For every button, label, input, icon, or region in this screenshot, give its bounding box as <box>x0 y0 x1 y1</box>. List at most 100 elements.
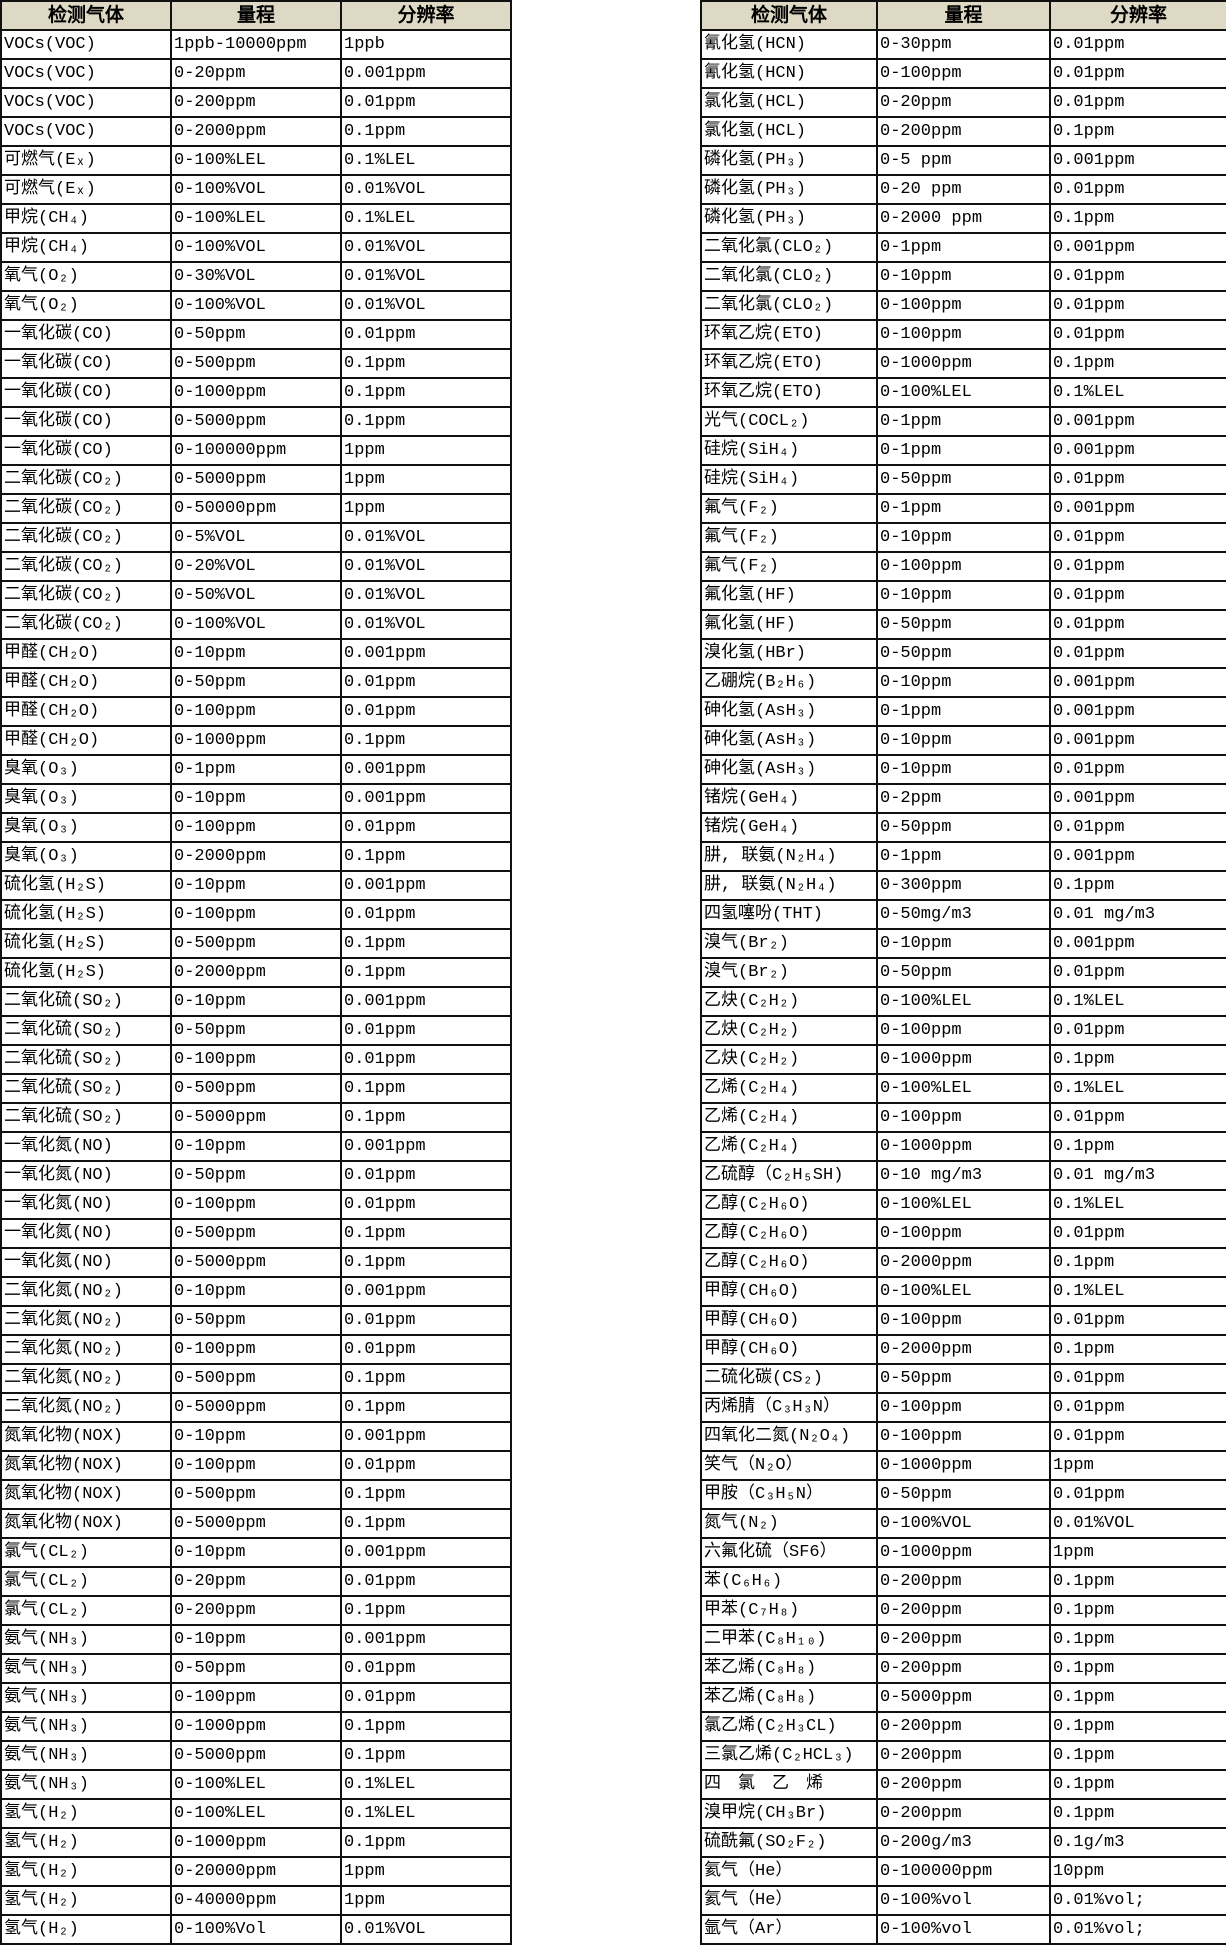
range-cell: 0-100ppm <box>876 319 1051 350</box>
range-cell: 0-50ppm <box>876 1363 1051 1394</box>
gas-cell: 氮气(N₂) <box>700 1508 878 1539</box>
resolution-cell: 0.01%VOL <box>1049 1508 1226 1539</box>
gas-cell: 乙烯(C₂H₄) <box>700 1102 878 1133</box>
resolution-cell: 0.1ppm <box>1049 1595 1226 1626</box>
table-row: 苯(C₆H₆) 0-200ppm 0.1ppm <box>700 1566 1226 1597</box>
gas-cell: 锗烷(GeH₄) <box>700 812 878 843</box>
resolution-cell: 0.001ppm <box>340 58 512 89</box>
gas-cell: 氯乙烯(C₂H₃CL) <box>700 1711 878 1742</box>
range-cell: 0-100%VOL <box>170 609 342 640</box>
range-cell: 0-100ppm <box>170 1450 342 1481</box>
table-row: 臭氧(O₃) 0-10ppm 0.001ppm <box>0 783 512 814</box>
table-row: 甲胺（C₃H₅N） 0-50ppm 0.01ppm <box>700 1479 1226 1510</box>
resolution-cell: 0.01ppm <box>1049 464 1226 495</box>
gas-cell: 丙烯腈（C₃H₃N） <box>700 1392 878 1423</box>
gas-cell: 氟化氢(HF) <box>700 609 878 640</box>
table-row: 磷化氢(PH₃) 0-5 ppm 0.001ppm <box>700 145 1226 176</box>
range-cell: 0-1000ppm <box>876 348 1051 379</box>
resolution-cell: 0.01ppm <box>340 1189 512 1220</box>
resolution-cell: 0.001ppm <box>1049 406 1226 437</box>
gas-cell: 笑气（N₂O） <box>700 1450 878 1481</box>
resolution-cell: 10ppm <box>1049 1856 1226 1887</box>
gas-cell: 甲醇(CH₆O) <box>700 1276 878 1307</box>
header-range: 量程 <box>170 0 342 31</box>
gas-cell: 氨气(NH₃) <box>0 1682 172 1713</box>
gas-cell: 氮氧化物(NOX) <box>0 1450 172 1481</box>
range-cell: 0-5 ppm <box>876 145 1051 176</box>
range-cell: 0-10ppm <box>876 261 1051 292</box>
table-row: 二氧化碳(CO₂) 0-5000ppm 1ppm <box>0 464 512 495</box>
range-cell: 0-1ppm <box>876 232 1051 263</box>
range-cell: 0-1000ppm <box>876 1450 1051 1481</box>
table-row: 甲烷(CH₄) 0-100%VOL 0.01%VOL <box>0 232 512 263</box>
resolution-cell: 0.001ppm <box>340 754 512 785</box>
table-row: 硫化氢(H₂S) 0-100ppm 0.01ppm <box>0 899 512 930</box>
gas-cell: 乙炔(C₂H₂) <box>700 1015 878 1046</box>
range-cell: 0-200ppm <box>876 1769 1051 1800</box>
gas-cell: 苯乙烯(C₈H₈) <box>700 1653 878 1684</box>
gas-cell: 甲烷(CH₄) <box>0 232 172 263</box>
resolution-cell: 0.01ppm <box>1049 1102 1226 1133</box>
resolution-cell: 0.01ppm <box>340 1566 512 1597</box>
table-row: 光气(COCL₂) 0-1ppm 0.001ppm <box>700 406 1226 437</box>
resolution-cell: 0.001ppm <box>1049 435 1226 466</box>
range-cell: 0-100ppm <box>170 812 342 843</box>
resolution-cell: 0.01ppm <box>340 1160 512 1191</box>
range-cell: 0-5000ppm <box>170 464 342 495</box>
range-cell: 0-50ppm <box>170 1305 342 1336</box>
range-cell: 0-10ppm <box>170 1421 342 1452</box>
range-cell: 0-200ppm <box>876 1653 1051 1684</box>
resolution-cell: 0.01%VOL <box>340 261 512 292</box>
table-row: 环氧乙烷(ETO) 0-1000ppm 0.1ppm <box>700 348 1226 379</box>
range-cell: 0-100%LEL <box>876 986 1051 1017</box>
resolution-cell: 0.01 mg/m3 <box>1049 899 1226 930</box>
resolution-cell: 1ppm <box>340 1885 512 1916</box>
resolution-cell: 0.01ppm <box>1049 522 1226 553</box>
gas-cell: 乙硼烷(B₂H₆) <box>700 667 878 698</box>
table-row: 氯气(CL₂) 0-20ppm 0.01ppm <box>0 1566 512 1597</box>
gas-cell: 甲醇(CH₆O) <box>700 1305 878 1336</box>
gas-cell: 乙醇(C₂H₆O) <box>700 1247 878 1278</box>
range-cell: 0-2000ppm <box>170 116 342 147</box>
range-cell: 0-10ppm <box>876 667 1051 698</box>
resolution-cell: 0.01ppm <box>340 1015 512 1046</box>
table-row: 氨气(NH₃) 0-10ppm 0.001ppm <box>0 1624 512 1655</box>
resolution-cell: 0.01ppm <box>1049 261 1226 292</box>
resolution-cell: 0.1ppm <box>1049 1247 1226 1278</box>
resolution-cell: 0.1ppm <box>1049 1334 1226 1365</box>
gas-cell: 硫酰氟(SO₂F₂) <box>700 1827 878 1858</box>
gas-cell: 臭氧(O₃) <box>0 783 172 814</box>
range-cell: 0-200ppm <box>876 1798 1051 1829</box>
resolution-cell: 0.01ppm <box>340 87 512 118</box>
range-cell: 0-10ppm <box>170 1624 342 1655</box>
range-cell: 0-5000ppm <box>170 1102 342 1133</box>
range-cell: 0-500ppm <box>170 1218 342 1249</box>
resolution-cell: 0.01%VOL <box>340 174 512 205</box>
table-row: 氨气(NH₃) 0-100ppm 0.01ppm <box>0 1682 512 1713</box>
range-cell: 0-30ppm <box>876 29 1051 60</box>
table-row: 氧气(O₂) 0-100%VOL 0.01%VOL <box>0 290 512 321</box>
table-row: 二氧化硫(SO₂) 0-50ppm 0.01ppm <box>0 1015 512 1046</box>
resolution-cell: 0.001ppm <box>340 1624 512 1655</box>
resolution-cell: 0.01ppm <box>1049 957 1226 988</box>
resolution-cell: 0.1ppm <box>340 928 512 959</box>
resolution-cell: 0.1ppm <box>340 1740 512 1771</box>
gas-cell: 二氧化氮(NO₂) <box>0 1392 172 1423</box>
gas-cell: 环氧乙烷(ETO) <box>700 319 878 350</box>
range-cell: 0-500ppm <box>170 1363 342 1394</box>
table-row: 甲醛(CH₂O) 0-50ppm 0.01ppm <box>0 667 512 698</box>
gas-cell: 乙烯(C₂H₄) <box>700 1131 878 1162</box>
gas-cell: 氯气(CL₂) <box>0 1566 172 1597</box>
resolution-cell: 0.1ppm <box>1049 1711 1226 1742</box>
resolution-cell: 0.001ppm <box>340 870 512 901</box>
table-row: 二氧化碳(CO₂) 0-5%VOL 0.01%VOL <box>0 522 512 553</box>
range-cell: 0-200ppm <box>876 1711 1051 1742</box>
gas-cell: 二氧化氯(CLO₂) <box>700 232 878 263</box>
table-row: VOCs(VOC) 1ppb-10000ppm 1ppb <box>0 29 512 60</box>
table-row: 乙硫醇（C₂H₅SH) 0-10 mg/m3 0.01 mg/m3 <box>700 1160 1226 1191</box>
range-cell: 0-10ppm <box>170 870 342 901</box>
resolution-cell: 0.01ppm <box>1049 174 1226 205</box>
table-row: 一氧化氮(NO) 0-10ppm 0.001ppm <box>0 1131 512 1162</box>
range-cell: 0-200ppm <box>876 1595 1051 1626</box>
table-row: 乙醇(C₂H₆O) 0-100%LEL 0.1%LEL <box>700 1189 1226 1220</box>
